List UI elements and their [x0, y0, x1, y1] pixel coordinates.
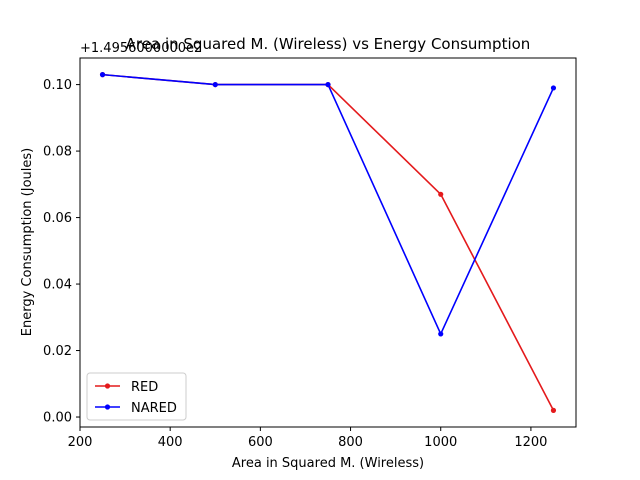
x-tick-label: 1200: [514, 435, 547, 450]
y-axis: 0.00 0.02 0.04 0.06 0.08 0.10: [43, 78, 80, 426]
x-tick-label: 200: [68, 435, 93, 450]
data-point-red: [550, 407, 557, 413]
legend-label-red: RED: [131, 380, 158, 395]
x-tick-label: 600: [248, 435, 273, 450]
x-axis-label: Area in Squared M. (Wireless): [232, 456, 424, 471]
x-tick-label: 400: [158, 435, 183, 450]
plot-area: [99, 72, 557, 413]
x-tick-label: 1000: [424, 435, 457, 450]
data-point-red: [438, 191, 444, 197]
legend-box: [86, 372, 187, 421]
legend: RED NARED: [86, 372, 187, 421]
series-line-red: [102, 73, 555, 411]
data-point-nared: [325, 81, 331, 88]
y-offset-text: +1.4956000000e2: [80, 41, 202, 56]
y-tick-label: 0.10: [43, 78, 72, 93]
x-tick-label: 800: [338, 435, 363, 450]
x-axis: 200 400 600 800 1000 1200: [68, 427, 547, 450]
data-point-nared: [550, 85, 557, 91]
legend-label-nared: NARED: [131, 401, 177, 416]
plot-frame: [79, 57, 577, 428]
legend-marker-red: [104, 383, 111, 389]
y-tick-label: 0.02: [43, 344, 72, 359]
series-line-nared: [102, 73, 555, 335]
chart-title: Area in Squared M. (Wireless) vs Energy …: [126, 35, 531, 53]
legend-marker-nared: [104, 404, 111, 410]
y-tick-label: 0.08: [43, 145, 72, 160]
data-point-nared: [99, 72, 106, 78]
data-point-nared: [438, 331, 444, 337]
data-point-nared: [212, 81, 218, 88]
y-tick-label: 0.00: [43, 411, 72, 426]
y-axis-label: Energy Consumption (Joules): [20, 148, 35, 336]
y-tick-label: 0.06: [43, 211, 72, 226]
y-tick-label: 0.04: [43, 278, 72, 293]
